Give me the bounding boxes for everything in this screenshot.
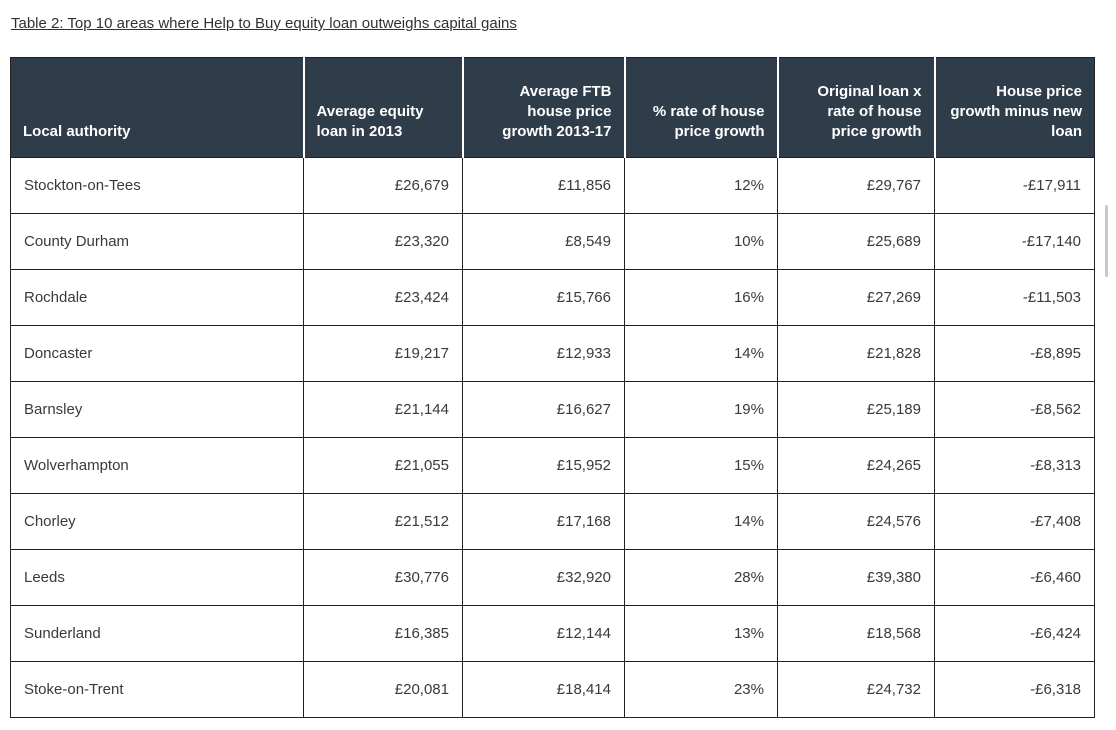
cell-price-growth: £12,933 [462,325,625,382]
cell-equity-loan: £21,512 [303,493,463,550]
column-header-average-equity-loan: Average equity loan in 2013 [303,57,464,158]
cell-rate: 10% [624,213,778,270]
cell-price-growth: £12,144 [462,605,625,662]
cell-local-authority: Chorley [10,493,304,550]
table-row: Wolverhampton £21,055 £15,952 15% £24,26… [10,437,1095,494]
table-row: Rochdale £23,424 £15,766 16% £27,269 -£1… [10,269,1095,326]
table-row: Stockton-on-Tees £26,679 £11,856 12% £29… [10,157,1095,214]
cell-local-authority: Rochdale [10,269,304,326]
cell-rate: 28% [624,549,778,606]
cell-price-growth: £8,549 [462,213,625,270]
cell-loan-x-rate: £18,568 [777,605,935,662]
cell-equity-loan: £19,217 [303,325,463,382]
cell-growth-minus-loan: -£17,911 [934,157,1095,214]
table-title: Table 2: Top 10 areas where Help to Buy … [11,15,517,32]
scrollbar-thumb[interactable] [1105,205,1108,277]
cell-loan-x-rate: £21,828 [777,325,935,382]
column-header-growth-minus-loan: House price growth minus new loan [934,57,1095,158]
cell-local-authority: Stoke-on-Trent [10,661,304,718]
cell-local-authority: Stockton-on-Tees [10,157,304,214]
cell-local-authority: Wolverhampton [10,437,304,494]
cell-equity-loan: £21,055 [303,437,463,494]
cell-price-growth: £17,168 [462,493,625,550]
cell-local-authority: Leeds [10,549,304,606]
cell-equity-loan: £30,776 [303,549,463,606]
cell-rate: 12% [624,157,778,214]
table-row: Sunderland £16,385 £12,144 13% £18,568 -… [10,605,1095,662]
cell-growth-minus-loan: -£17,140 [934,213,1095,270]
cell-equity-loan: £21,144 [303,381,463,438]
cell-growth-minus-loan: -£6,318 [934,661,1095,718]
cell-rate: 13% [624,605,778,662]
cell-loan-x-rate: £24,732 [777,661,935,718]
help-to-buy-table: Local authority Average equity loan in 2… [10,57,1095,718]
cell-loan-x-rate: £24,576 [777,493,935,550]
cell-growth-minus-loan: -£8,313 [934,437,1095,494]
column-header-loan-x-rate: Original loan x rate of house price grow… [777,57,936,158]
cell-equity-loan: £26,679 [303,157,463,214]
cell-price-growth: £18,414 [462,661,625,718]
cell-loan-x-rate: £27,269 [777,269,935,326]
cell-growth-minus-loan: -£11,503 [934,269,1095,326]
table-row: Barnsley £21,144 £16,627 19% £25,189 -£8… [10,381,1095,438]
column-header-local-authority: Local authority [10,57,305,158]
cell-price-growth: £15,952 [462,437,625,494]
cell-equity-loan: £23,424 [303,269,463,326]
cell-price-growth: £15,766 [462,269,625,326]
cell-price-growth: £11,856 [462,157,625,214]
cell-loan-x-rate: £25,689 [777,213,935,270]
cell-equity-loan: £16,385 [303,605,463,662]
cell-rate: 14% [624,325,778,382]
cell-loan-x-rate: £29,767 [777,157,935,214]
cell-price-growth: £16,627 [462,381,625,438]
cell-equity-loan: £23,320 [303,213,463,270]
table-row: Stoke-on-Trent £20,081 £18,414 23% £24,7… [10,661,1095,718]
cell-rate: 15% [624,437,778,494]
cell-growth-minus-loan: -£7,408 [934,493,1095,550]
cell-price-growth: £32,920 [462,549,625,606]
cell-growth-minus-loan: -£8,895 [934,325,1095,382]
cell-rate: 19% [624,381,778,438]
cell-rate: 23% [624,661,778,718]
table-row: County Durham £23,320 £8,549 10% £25,689… [10,213,1095,270]
cell-local-authority: Sunderland [10,605,304,662]
column-header-ftb-price-growth: Average FTB house price growth 2013-17 [462,57,626,158]
cell-local-authority: Doncaster [10,325,304,382]
cell-growth-minus-loan: -£8,562 [934,381,1095,438]
cell-rate: 14% [624,493,778,550]
table-header-row: Local authority Average equity loan in 2… [10,57,1095,158]
cell-growth-minus-loan: -£6,460 [934,549,1095,606]
cell-rate: 16% [624,269,778,326]
cell-local-authority: County Durham [10,213,304,270]
cell-loan-x-rate: £24,265 [777,437,935,494]
cell-growth-minus-loan: -£6,424 [934,605,1095,662]
cell-equity-loan: £20,081 [303,661,463,718]
table-row: Doncaster £19,217 £12,933 14% £21,828 -£… [10,325,1095,382]
cell-loan-x-rate: £39,380 [777,549,935,606]
cell-local-authority: Barnsley [10,381,304,438]
cell-loan-x-rate: £25,189 [777,381,935,438]
table-row: Chorley £21,512 £17,168 14% £24,576 -£7,… [10,493,1095,550]
table-row: Leeds £30,776 £32,920 28% £39,380 -£6,46… [10,549,1095,606]
column-header-rate-of-growth: % rate of house price growth [624,57,779,158]
